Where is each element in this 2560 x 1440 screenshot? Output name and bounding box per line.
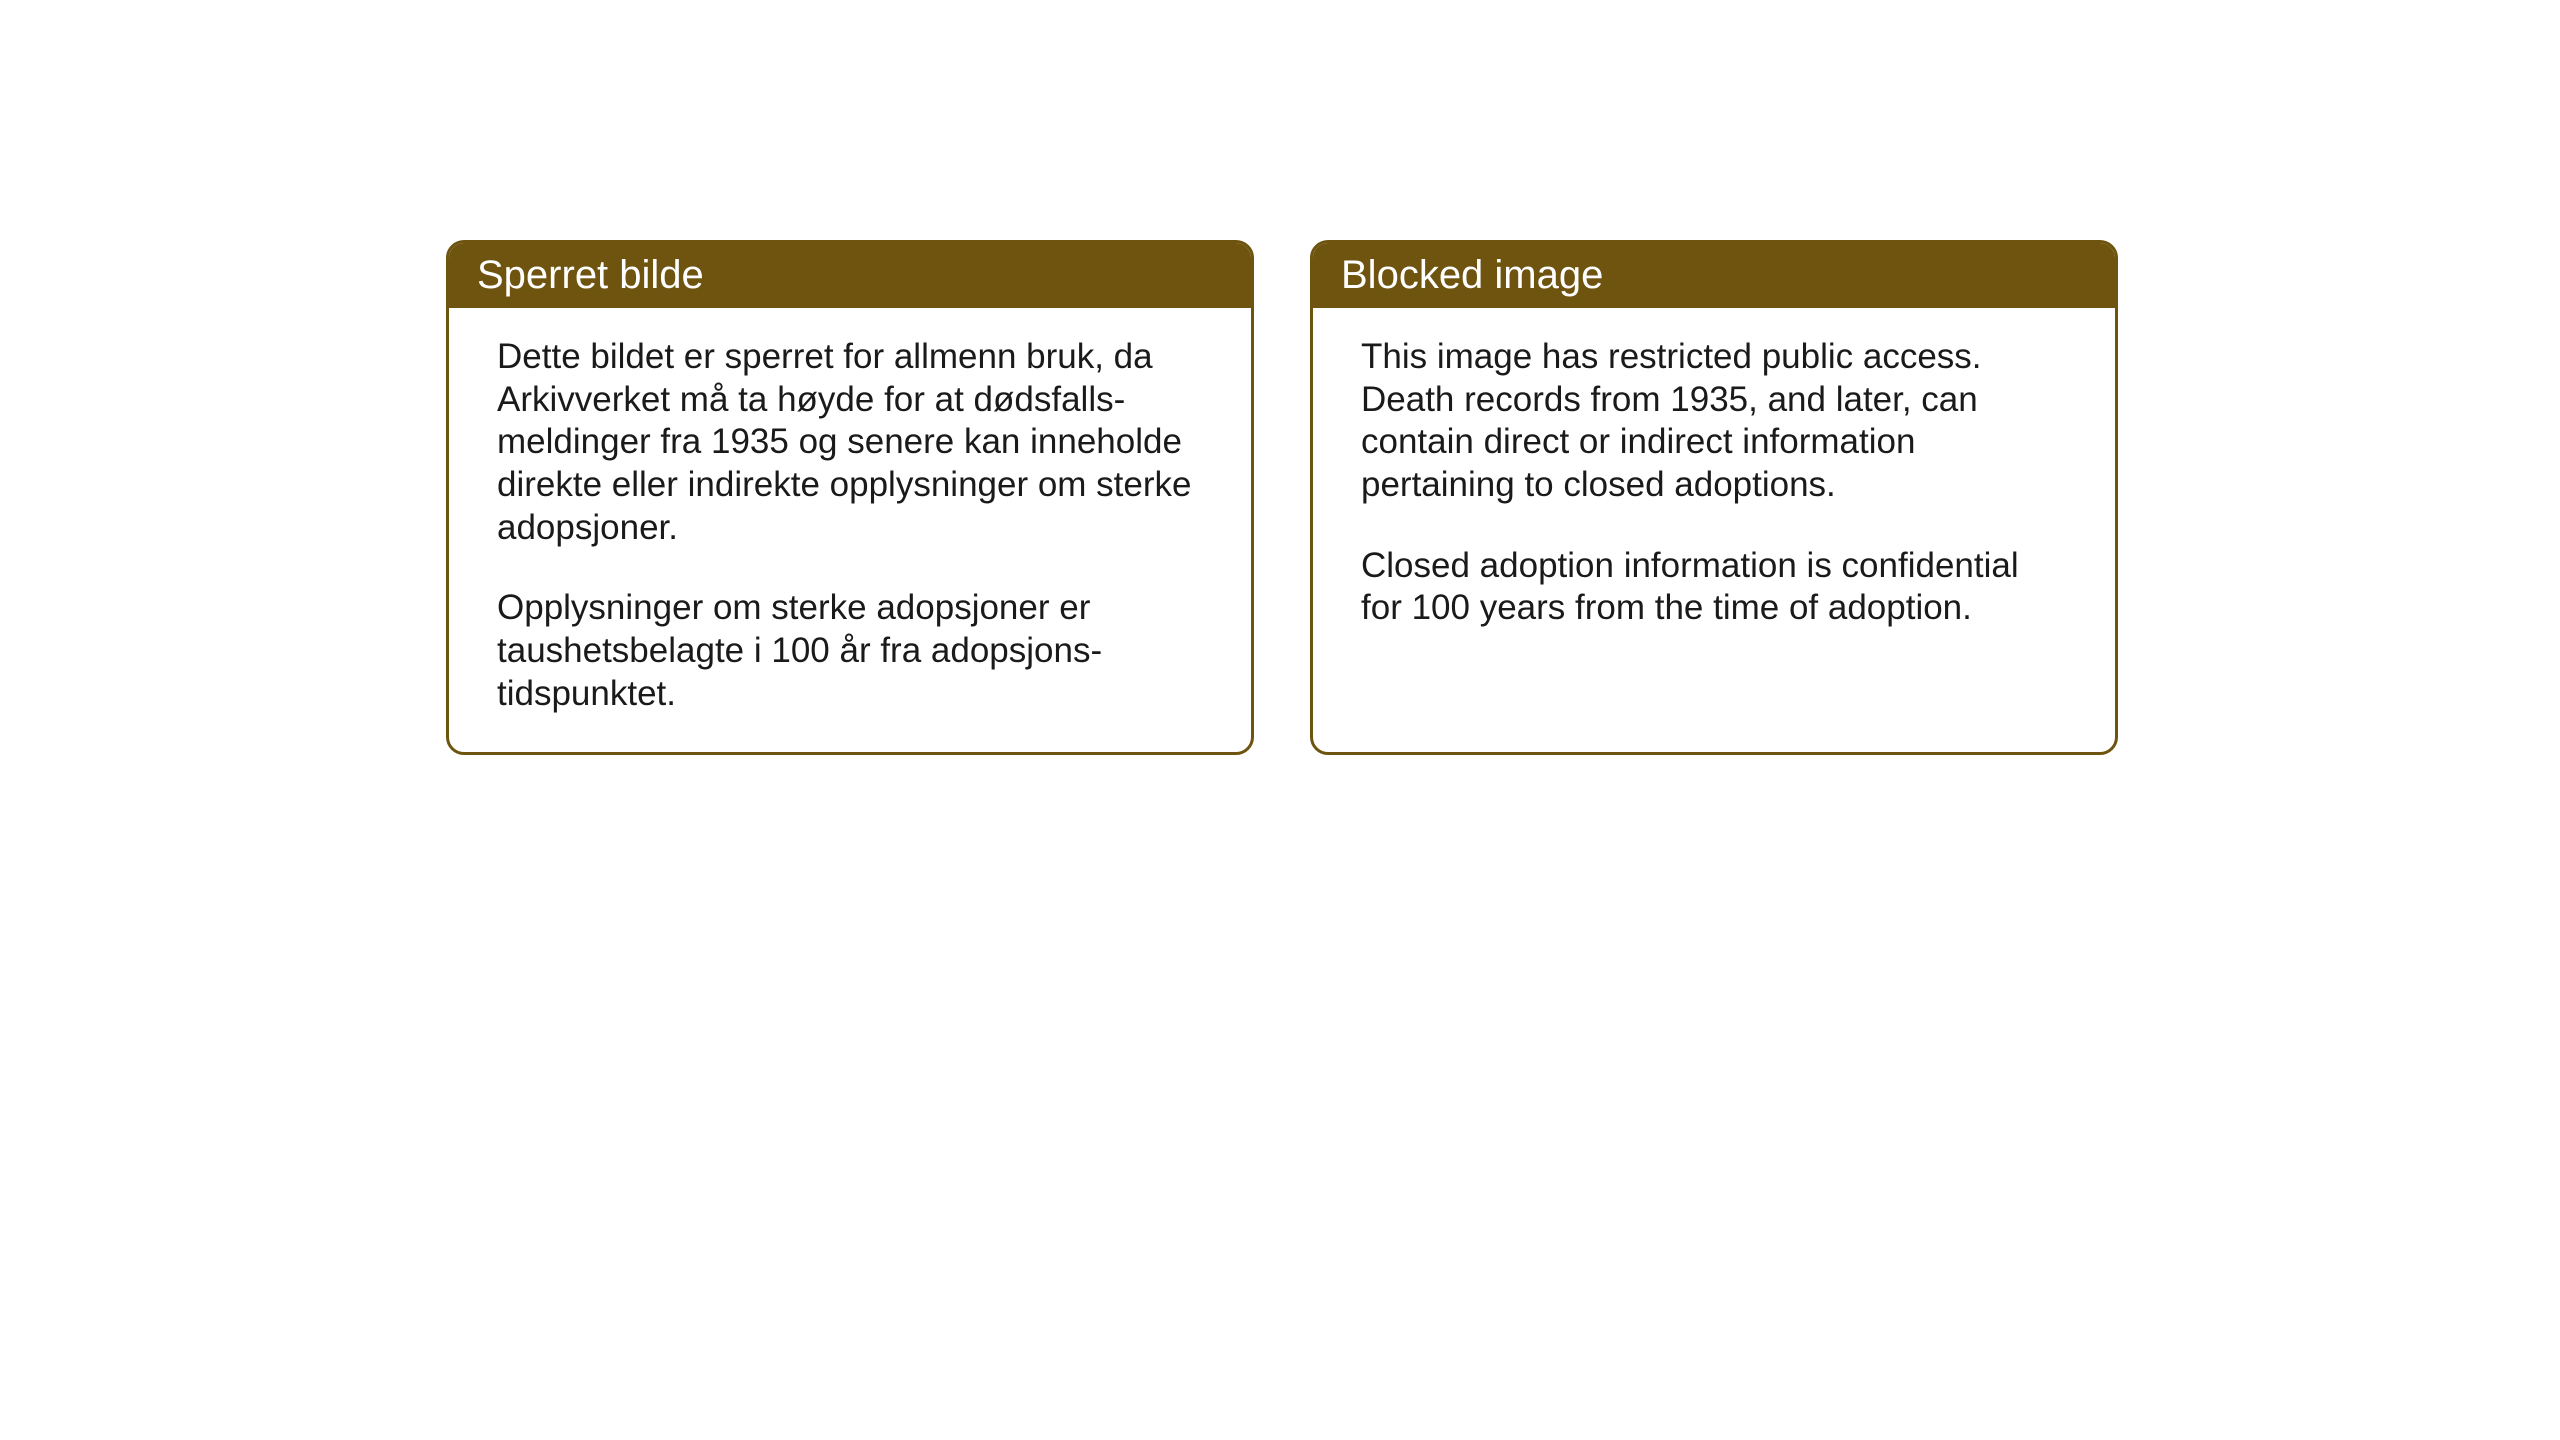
card-header-english: Blocked image: [1313, 243, 2115, 308]
card-header-norwegian: Sperret bilde: [449, 243, 1251, 308]
blocked-image-card-english: Blocked image This image has restricted …: [1310, 240, 2118, 755]
card-body-english: This image has restricted public access.…: [1313, 308, 2115, 748]
card-title: Sperret bilde: [477, 253, 704, 297]
card-paragraph: Opplysninger om sterke adopsjoner er tau…: [497, 587, 1203, 715]
blocked-image-card-norwegian: Sperret bilde Dette bildet er sperret fo…: [446, 240, 1254, 755]
card-paragraph: Closed adoption information is confident…: [1361, 545, 2067, 630]
cards-container: Sperret bilde Dette bildet er sperret fo…: [446, 240, 2118, 755]
card-paragraph: Dette bildet er sperret for allmenn bruk…: [497, 336, 1203, 549]
card-body-norwegian: Dette bildet er sperret for allmenn bruk…: [449, 308, 1251, 752]
card-title: Blocked image: [1341, 253, 1603, 297]
card-paragraph: This image has restricted public access.…: [1361, 336, 2067, 507]
